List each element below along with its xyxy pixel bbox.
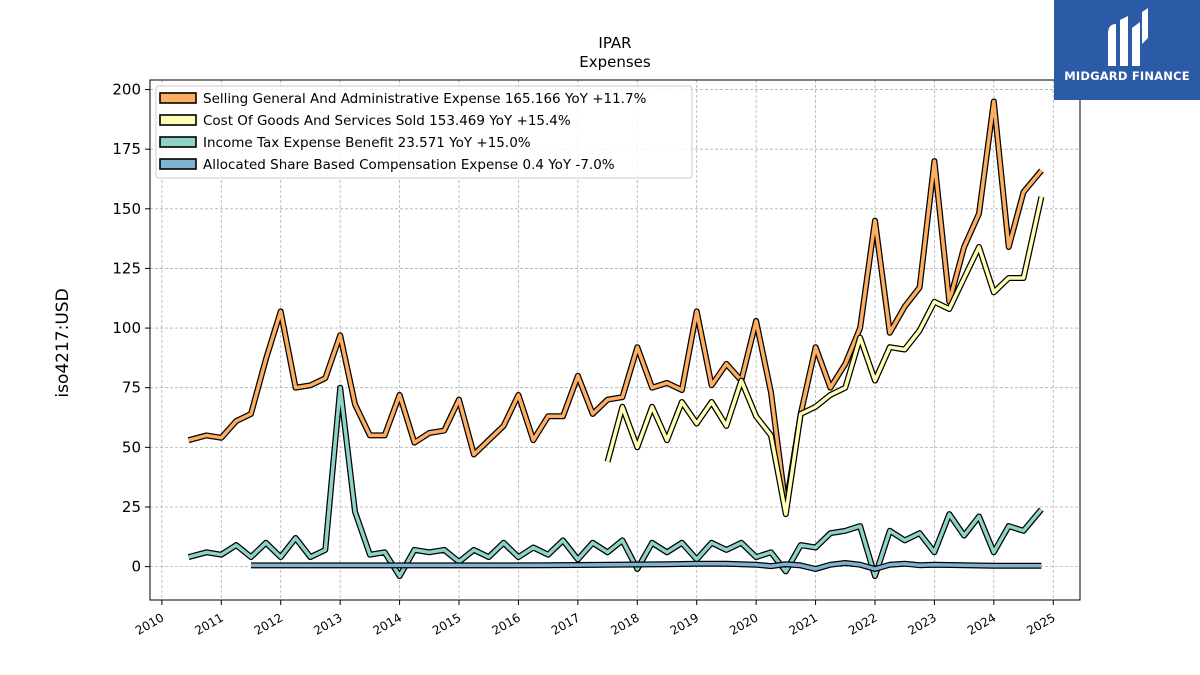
x-tick-label: 2018 [608,610,641,637]
chart-subtitle: Expenses [579,53,651,71]
series-3 [251,560,1042,572]
series-line [188,385,1043,578]
y-tick-label: 150 [112,200,141,218]
y-tick-label: 75 [122,379,141,397]
series-1 [604,196,1045,518]
plot-frame [149,79,1081,601]
y-tick-label: 125 [112,259,141,277]
y-tick-label: 50 [122,438,141,456]
legend-label: Cost Of Goods And Services Sold 153.469 … [203,113,571,129]
series-lines [187,98,1045,580]
series-line [605,196,1044,516]
midgard-finance-logo: MIDGARD FINANCE [1054,0,1200,100]
legend-label: Selling General And Administrative Expen… [203,91,647,107]
y-tick-label: 100 [112,319,141,337]
series-2 [187,384,1044,580]
legend-swatch [159,92,197,104]
y-tick-label: 175 [112,140,141,158]
series-line [251,561,1042,571]
legend: Selling General And Administrative Expen… [155,85,693,179]
logo-mark-icon [1108,8,1148,66]
x-tick-label: 2022 [846,610,879,637]
legend-swatch [159,158,197,170]
y-tick-label: 200 [112,81,141,99]
x-tick-label: 2014 [371,610,404,637]
x-tick-label: 2020 [727,610,760,637]
chart-title: IPAR [598,34,631,52]
legend-label: Allocated Share Based Compensation Expen… [203,157,615,173]
x-tick-label: 2021 [787,610,820,637]
x-tick-label: 2023 [905,610,938,637]
x-tick-label: 2024 [965,610,998,637]
legend-swatch [159,136,197,148]
x-tick-label: 2016 [489,610,522,637]
y-tick-label: 25 [122,498,141,516]
legend-swatch [159,114,197,126]
y-axis-label: iso4217:USD [53,288,73,397]
legend-box [155,85,693,179]
x-tick-label: 2012 [252,610,285,637]
x-tick-label: 2010 [133,610,166,637]
x-tick-label: 2025 [1024,610,1057,637]
x-tick-label: 2017 [549,610,582,637]
x-tick-label: 2015 [430,610,463,637]
x-tick-label: 2011 [192,610,225,637]
logo-text: MIDGARD FINANCE [1064,69,1190,83]
series-0 [187,98,1044,510]
x-tick-label: 2013 [311,610,344,637]
y-tick-label: 0 [131,558,141,576]
x-tick-label: 2019 [668,610,701,637]
series-line-outline [604,196,1045,518]
series-line [188,99,1043,509]
legend-label: Income Tax Expense Benefit 23.571 YoY +1… [203,135,531,151]
